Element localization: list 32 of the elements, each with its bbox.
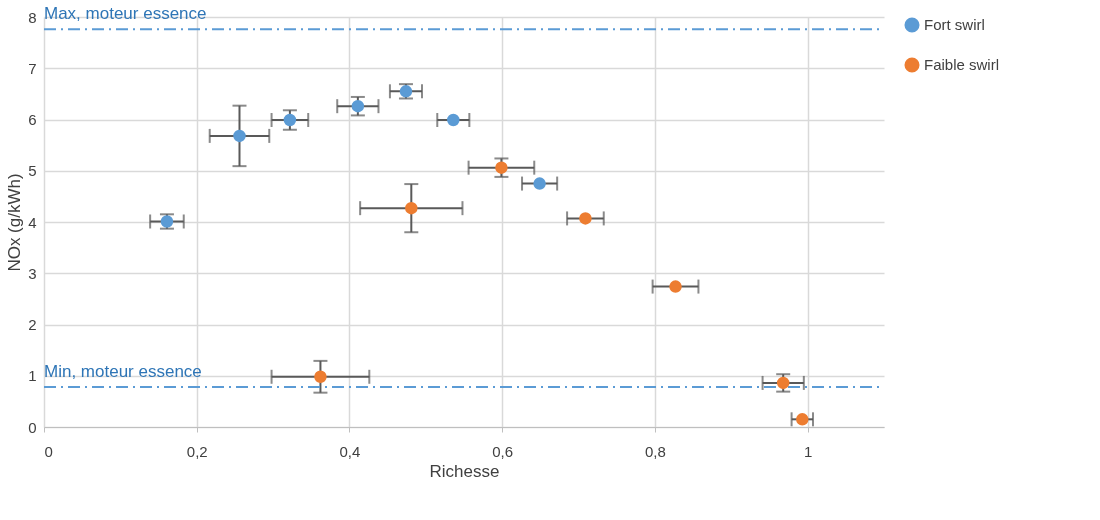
y-tick-label: 7 xyxy=(28,59,37,77)
point xyxy=(314,370,327,384)
point xyxy=(796,413,809,426)
point xyxy=(283,113,297,127)
point xyxy=(533,177,546,190)
point xyxy=(579,212,592,225)
point xyxy=(447,113,460,127)
ref-line-label: Max, moteur essence xyxy=(44,4,207,24)
x-tick-label: 0,8 xyxy=(644,442,666,460)
y-axis-title: NOx (g/kWh) xyxy=(5,173,25,272)
point xyxy=(495,161,508,174)
point xyxy=(669,280,682,293)
x-tick-label: 0 xyxy=(44,442,53,460)
legend-label: Faible swirl xyxy=(924,56,1000,73)
point xyxy=(351,99,365,113)
y-tick-label: 4 xyxy=(28,213,37,231)
y-tick-label: 8 xyxy=(28,8,37,26)
y-tick-label: 1 xyxy=(28,367,37,385)
x-tick-label: 0,2 xyxy=(186,442,208,460)
legend-label: Fort swirl xyxy=(924,16,985,33)
point xyxy=(405,201,418,215)
x-tick-label: 1 xyxy=(803,442,813,460)
y-tick-label: 3 xyxy=(28,264,37,282)
ref-line-label: Min, moteur essence xyxy=(44,362,202,382)
y-tick-label: 5 xyxy=(28,162,37,180)
x-tick-label: 0,4 xyxy=(339,442,361,460)
x-tick-label: 0,6 xyxy=(492,442,514,460)
y-tick-label: 6 xyxy=(28,111,37,128)
y-tick-label: 2 xyxy=(28,316,37,333)
y-tick-label: 0 xyxy=(28,418,37,436)
point xyxy=(233,129,246,143)
x-axis-title: Richesse xyxy=(429,461,500,481)
